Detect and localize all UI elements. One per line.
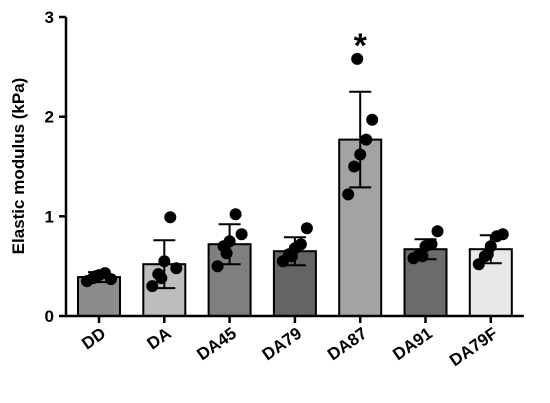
data-point-da45-6 [220,247,233,260]
y-axis-title-group: Elastic modulus (kPa) [9,78,28,255]
y-tick-label-1: 1 [45,207,54,226]
data-point-da45-3 [223,235,236,248]
y-axis-title: Elastic modulus (kPa) [9,78,28,255]
x-tick-label-da91: DA91 [389,324,436,364]
data-point-da-6 [155,272,168,285]
x-tick-label-da79f: DA79F [446,324,501,370]
data-point-da87-5 [366,113,379,126]
x-tick-label-da87: DA87 [324,324,371,364]
data-point-da91-5 [431,225,444,238]
data-point-da-4 [164,211,177,224]
data-point-da87-1 [342,188,355,201]
data-point-da91-6 [416,250,429,263]
data-point-da87-3 [354,148,367,161]
data-point-da87-4 [360,133,373,146]
data-point-da-3 [158,255,171,268]
x-tick-label-dd: DD [78,324,109,354]
x-tick-label-da79: DA79 [259,324,306,364]
data-point-da45-1 [211,260,224,273]
data-points-layer [81,52,509,293]
y-tick-label-3: 3 [45,8,54,27]
data-point-dd-6 [90,270,102,283]
data-point-da79-6 [285,250,298,263]
y-tick-label-0: 0 [45,307,54,326]
data-point-da45-5 [235,228,248,241]
data-point-da45-4 [229,208,242,221]
axes-layer [59,15,524,323]
data-point-da79f-5 [496,228,509,241]
y-tick-label-2: 2 [45,108,54,127]
bars-layer [77,138,513,318]
data-point-da-1 [146,280,159,293]
data-point-da79-5 [300,222,313,235]
data-point-da79-4 [294,238,307,251]
x-tick-label-da45: DA45 [193,324,240,364]
x-tick-label-da: DA [144,324,175,354]
significance-marker-da87: * [354,27,368,65]
data-point-da79f-6 [481,248,494,261]
data-point-dd-5 [105,273,117,286]
data-point-da91-4 [425,238,438,251]
data-point-da87-2 [348,160,361,173]
data-point-da-5 [170,262,183,275]
data-point-da87-6 [351,52,364,65]
